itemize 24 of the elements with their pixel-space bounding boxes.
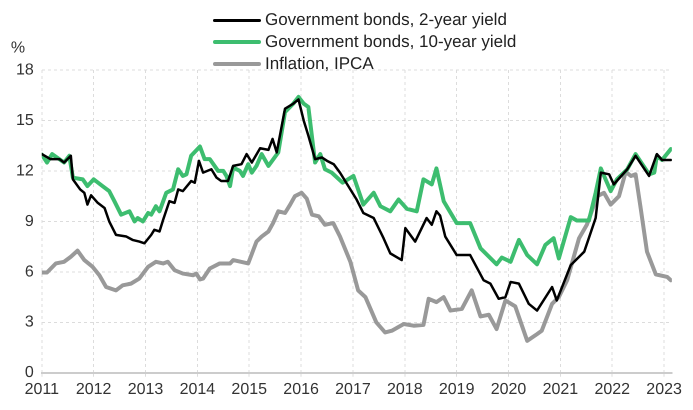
y-tick-label: 18 [16, 61, 34, 78]
y-tick-label: 9 [24, 212, 34, 230]
y-tick-label: 0 [24, 364, 34, 382]
x-tick-label: 2012 [76, 380, 112, 398]
x-tick-label: 2020 [490, 380, 526, 398]
x-tick-label: 2013 [128, 380, 164, 398]
y-tick-label: 3 [24, 314, 34, 331]
legend-label: Government bonds, 10-year yield [265, 32, 516, 52]
y-tick-label: 6 [24, 263, 34, 280]
x-tick-label: 2019 [438, 380, 475, 398]
legend-label: Government bonds, 2-year yield [265, 10, 507, 30]
y-axis-title: % [10, 39, 26, 56]
x-tick-label: 2011 [24, 380, 60, 398]
x-tick-label: 2017 [335, 380, 371, 398]
x-tick-label: 2021 [542, 380, 578, 398]
x-tick-label: 2014 [180, 380, 216, 398]
x-tick-label: 2023 [646, 380, 682, 398]
x-tick-label: 2016 [283, 380, 319, 398]
x-tick-label: 2018 [387, 380, 423, 398]
legend-label: Inflation, IPCA [265, 54, 374, 74]
x-tick-label: 2022 [594, 380, 630, 398]
y-tick-label: 12 [16, 162, 34, 180]
x-tick-label: 2015 [231, 380, 268, 398]
y-tick-label: 15 [16, 112, 34, 129]
